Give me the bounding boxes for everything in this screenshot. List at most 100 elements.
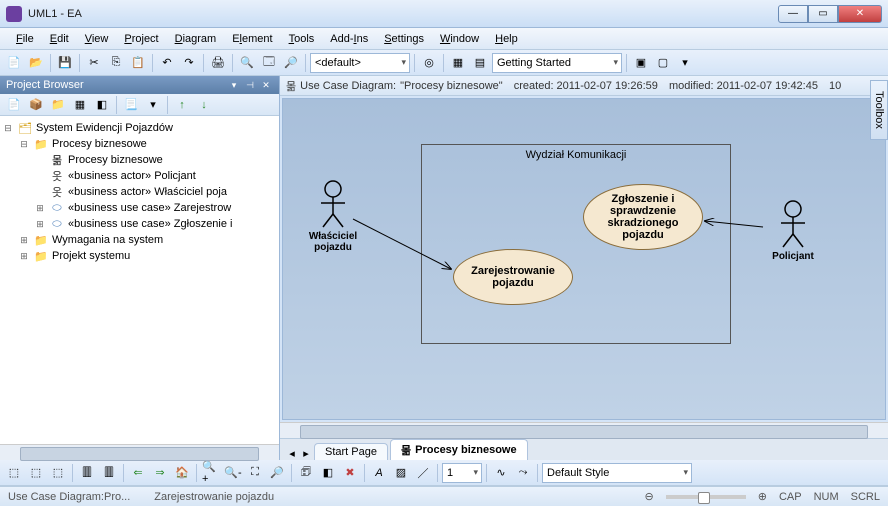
nav-fwd-button[interactable]: ⇒	[150, 463, 170, 483]
workspace-combo[interactable]: Getting Started	[492, 53, 622, 73]
font-button[interactable]: A	[369, 463, 389, 483]
pb-diagram-button[interactable]: ▦	[70, 95, 90, 115]
perspective-combo[interactable]: <default>	[310, 53, 410, 73]
usecase-zgloszenie[interactable]: Zgłoszenie i sprawdzenie skradzionego po…	[583, 184, 703, 250]
print-button[interactable]: 🖨	[208, 53, 228, 73]
zoom-in-button[interactable]: 🔍+	[201, 463, 221, 483]
project-tree[interactable]: ⊟🗂System Ewidencji Pojazdów ⊟📁Procesy bi…	[0, 116, 279, 444]
menu-element[interactable]: Element	[224, 31, 280, 47]
pb-folder-button[interactable]: 📁	[48, 95, 68, 115]
align-r-button[interactable]: ⬚	[48, 463, 68, 483]
boundary-box[interactable]: Wydział Komunikacji	[421, 144, 731, 344]
tree-pkg-projekt[interactable]: ⊞📁Projekt systemu	[2, 248, 277, 264]
menu-addins[interactable]: Add-Ins	[322, 31, 376, 47]
sidebar-scroll-h[interactable]	[0, 444, 279, 460]
pb-new-button[interactable]: 📄	[4, 95, 24, 115]
fillcolor-button[interactable]: ▨	[391, 463, 411, 483]
minimize-button[interactable]: —	[778, 5, 808, 23]
toolbox-tab[interactable]: Toolbox	[870, 80, 888, 140]
tab-procesy[interactable]: 몲Procesy biznesowe	[390, 439, 528, 460]
tab-start-page[interactable]: Start Page	[314, 443, 388, 460]
lineweight-combo[interactable]: 1	[442, 463, 482, 483]
redo-button[interactable]: ↷	[179, 53, 199, 73]
cut-button[interactable]: ✂	[84, 53, 104, 73]
menu-project[interactable]: Project	[116, 31, 166, 47]
zoom-fit-button[interactable]: ⛶	[245, 463, 265, 483]
tree-pkg-procesy[interactable]: ⊟📁Procesy biznesowe	[2, 136, 277, 152]
align-left-button[interactable]: ⬚	[4, 463, 24, 483]
tree-root[interactable]: ⊟🗂System Ewidencji Pojazdów	[2, 120, 277, 136]
tool-a-button[interactable]: ▣	[631, 53, 651, 73]
open-button[interactable]: 📂	[26, 53, 46, 73]
linecolor-button[interactable]: ／	[413, 463, 433, 483]
copy-button[interactable]: ⎘	[106, 53, 126, 73]
nav-back-button[interactable]: ⇐	[128, 463, 148, 483]
layout2-button[interactable]: ▤	[470, 53, 490, 73]
target-button[interactable]: ◎	[419, 53, 439, 73]
menu-help[interactable]: Help	[487, 31, 526, 47]
style-combo[interactable]: Default Style	[542, 463, 692, 483]
paste-button[interactable]: 📋	[128, 53, 148, 73]
panel-pin-button[interactable]: ⊣	[243, 78, 257, 92]
tool-c-button[interactable]: ▾	[675, 53, 695, 73]
tree-layout-button[interactable]: 🗊	[296, 463, 316, 483]
save-button[interactable]: 💾	[55, 53, 75, 73]
zoom-100-button[interactable]: 🔎	[267, 463, 287, 483]
zoom-in-icon[interactable]: ⊕	[758, 490, 767, 503]
align-ctr-button[interactable]: ⬚	[26, 463, 46, 483]
panel-menu-button[interactable]: ▾	[227, 78, 241, 92]
undo-button[interactable]: ↶	[157, 53, 177, 73]
zoom-out-icon[interactable]: ⊖	[645, 490, 654, 503]
tree-pkg-wymagania[interactable]: ⊞📁Wymagania na system	[2, 232, 277, 248]
usecase-zarejestrowanie[interactable]: Zarejestrowanie pojazdu	[453, 249, 573, 305]
pb-up-button[interactable]: ↑	[172, 95, 192, 115]
tab-scroll-left[interactable]: ◂	[286, 447, 298, 460]
new-button[interactable]: 📄	[4, 53, 24, 73]
tree-actor-wlasciciel[interactable]: 옷«business actor» Właściciel poja	[2, 184, 277, 200]
panel-close-button[interactable]: ✕	[259, 78, 273, 92]
menu-tools[interactable]: Tools	[281, 31, 323, 47]
tool-b-button[interactable]: ▢	[653, 53, 673, 73]
actor-policjant[interactable]: Policjant	[763, 199, 823, 262]
menu-settings[interactable]: Settings	[376, 31, 432, 47]
toolbox-label: Toolbox	[873, 91, 885, 129]
connector2-button[interactable]: ⤳	[513, 463, 533, 483]
nav-home-button[interactable]: 🏠	[172, 463, 192, 483]
canvas-scroll-h[interactable]	[280, 422, 888, 438]
tree-diagram-procesy[interactable]: 몲Procesy biznesowe	[2, 152, 277, 168]
delete-button[interactable]: ✖	[340, 463, 360, 483]
zoom-slider[interactable]	[666, 495, 746, 499]
pb-elem-button[interactable]: ◧	[92, 95, 112, 115]
menu-window[interactable]: Window	[432, 31, 487, 47]
close-button[interactable]: ✕	[838, 5, 882, 23]
menu-view[interactable]: View	[77, 31, 117, 47]
browser-button[interactable]: 🗔	[259, 53, 279, 73]
space-h-button[interactable]: 🀫	[77, 463, 97, 483]
workspace-value: Getting Started	[497, 57, 571, 69]
zoom-out-button[interactable]: 🔍-	[223, 463, 243, 483]
actor-wlasciciel[interactable]: Właściciel pojazdu	[303, 179, 363, 253]
pb-doc-button[interactable]: 📃	[121, 95, 141, 115]
connector1-button[interactable]: ∿	[491, 463, 511, 483]
tree-actor-policjant[interactable]: 옷«business actor» Policjant	[2, 168, 277, 184]
pb-pkg-button[interactable]: 📦	[26, 95, 46, 115]
tab-scroll-right[interactable]: ▸	[300, 447, 312, 460]
tree-n2-label: Wymagania na system	[52, 234, 163, 246]
layout1-button[interactable]: ▦	[448, 53, 468, 73]
layout2-button[interactable]: ◧	[318, 463, 338, 483]
menu-file[interactable]: File	[8, 31, 42, 47]
pb-menu-button[interactable]: ▾	[143, 95, 163, 115]
zoom-button[interactable]: 🔎	[281, 53, 301, 73]
search-button[interactable]: 🔍	[237, 53, 257, 73]
maximize-button[interactable]: ▭	[808, 5, 838, 23]
status-bar: Use Case Diagram:Pro... Zarejestrowanie …	[0, 486, 888, 506]
tree-uc-zarejestrow[interactable]: ⊞⬭«business use case» Zarejestrow	[2, 200, 277, 216]
pb-down-button[interactable]: ↓	[194, 95, 214, 115]
space-v-button[interactable]: 🀫	[99, 463, 119, 483]
diagram-name-label: "Procesy biznesowe"	[400, 80, 503, 92]
menu-edit[interactable]: Edit	[42, 31, 77, 47]
menu-diagram[interactable]: Diagram	[167, 31, 225, 47]
diagram-canvas[interactable]: Wydział Komunikacji Właściciel pojazdu P…	[282, 98, 886, 420]
tree-uc-zgloszenie[interactable]: ⊞⬭«business use case» Zgłoszenie i	[2, 216, 277, 232]
actor-icon	[313, 179, 353, 229]
